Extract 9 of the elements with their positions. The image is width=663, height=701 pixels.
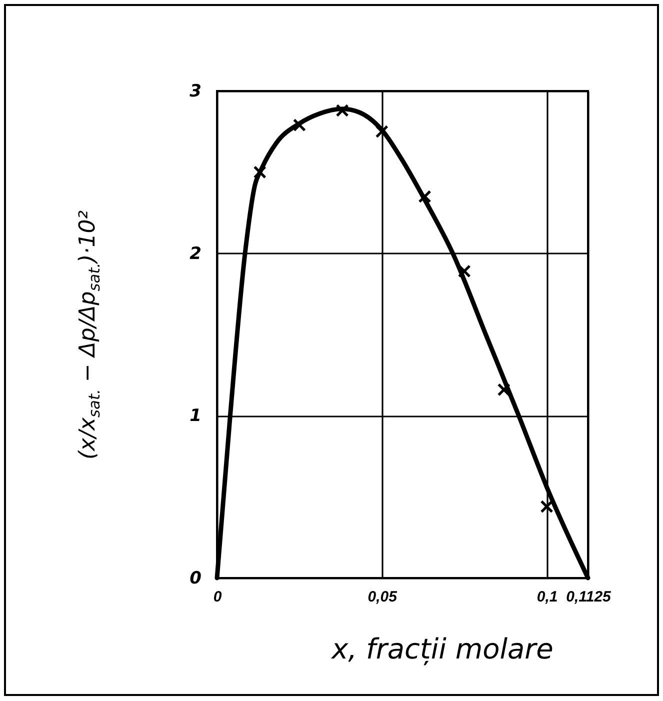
x-axis-title: x, fracții molare (330, 632, 554, 666)
y-tick-label: 3 (190, 82, 202, 102)
x-tick-label: 0 (213, 588, 222, 606)
x-tick-label: 0,05 (368, 588, 398, 606)
x-tick-label: 0,1 (536, 588, 558, 606)
y-tick-label: 0 (190, 568, 202, 588)
y-tick-label: 2 (190, 244, 202, 264)
y-tick-label: 1 (190, 406, 202, 426)
x-tick-label: 0,1125 (566, 588, 612, 606)
